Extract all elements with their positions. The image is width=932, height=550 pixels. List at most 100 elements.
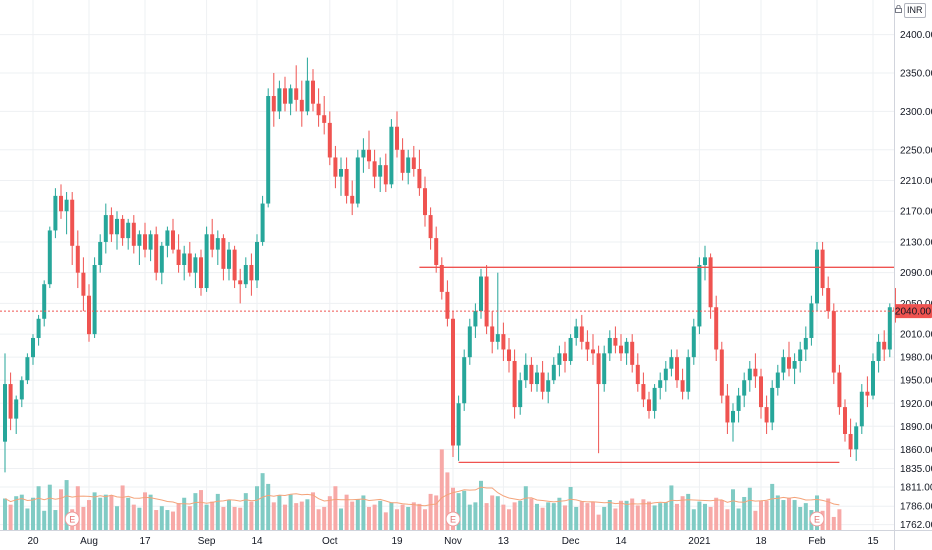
volume-bar [714, 497, 719, 530]
price-tick-label: 1860.00 [900, 445, 932, 456]
volume-bar [591, 501, 595, 530]
volume-bar [87, 500, 91, 530]
price-tick-label: 1950.00 [900, 376, 932, 387]
currency-label[interactable]: INR [904, 3, 926, 18]
candle-body [731, 410, 735, 423]
volume-bar [803, 503, 808, 530]
candle-body [305, 80, 310, 112]
earnings-marker [64, 511, 80, 527]
volume-bar [137, 507, 142, 530]
candle-body [423, 188, 427, 216]
volume-bar [635, 505, 640, 530]
volume-bar [288, 494, 293, 530]
candle-body [467, 326, 472, 358]
candle-body [3, 384, 7, 442]
volume-bar [585, 503, 590, 530]
volume-bar [775, 495, 780, 530]
volume-bar [467, 504, 472, 530]
volume-bar [215, 493, 220, 530]
candle-body [843, 407, 847, 434]
volume-bar [451, 487, 455, 530]
earnings-marker [809, 511, 825, 527]
candle-body [876, 341, 881, 362]
candle-body [19, 380, 24, 400]
candle-body [131, 222, 136, 246]
candle-body [322, 115, 327, 123]
volume-bar [227, 500, 231, 530]
time-tick-label: Sep [198, 536, 216, 547]
volume-bar [378, 500, 383, 530]
volume-bar [759, 500, 763, 530]
candle-body [165, 230, 170, 246]
candle-body [266, 96, 271, 204]
volume-bar [187, 506, 192, 530]
volume-bar [383, 512, 388, 530]
volume-bar [92, 492, 97, 530]
volume-bar [322, 506, 327, 530]
volume-bar [652, 505, 657, 530]
candle-body [764, 407, 769, 423]
volume-bar [417, 503, 422, 530]
candle-body [585, 341, 590, 350]
volume-bar [395, 509, 399, 530]
price-axis[interactable]: 2400.00 2350.00 2300.00 2250.00 2210.00 2170.… [900, 30, 932, 531]
candle-body [109, 215, 114, 235]
candle-body [546, 380, 551, 392]
price-tick-label: 2090.00 [900, 268, 932, 279]
volume-bar [311, 492, 315, 530]
candle-body [803, 337, 808, 350]
candle-body [473, 311, 478, 327]
volume-bar [479, 480, 483, 530]
candle-body [210, 234, 215, 250]
candle-body [658, 380, 663, 388]
candle-body [613, 337, 618, 346]
candle-body [725, 395, 730, 423]
volume-bar [579, 501, 584, 530]
price-tick-label: 1835.00 [900, 464, 932, 475]
candle-body [619, 345, 623, 354]
volume-bar [686, 493, 691, 530]
price-tick-label: 1980.00 [900, 353, 932, 364]
candle-body [781, 357, 786, 373]
candle-body [316, 103, 321, 116]
candle-body [445, 291, 450, 319]
candle-body [31, 337, 35, 358]
candle-body [523, 364, 528, 381]
horizontal-levels[interactable] [419, 266, 894, 464]
volume-bar [736, 508, 741, 530]
candle-body [120, 218, 125, 239]
volume-bar [19, 494, 24, 530]
volume-bar [697, 501, 702, 530]
time-tick-label: Nov [444, 536, 462, 547]
candle-body [775, 372, 780, 388]
volume-bar [255, 486, 259, 530]
grid [0, 0, 894, 530]
volume-bar [327, 496, 332, 530]
candle-body [759, 376, 763, 408]
volume-bar [663, 502, 668, 530]
candle-body [770, 387, 775, 423]
volume-bar [3, 498, 7, 530]
candle-body [333, 157, 338, 177]
volume-bar [708, 506, 713, 530]
time-axis[interactable]: 20 Aug 17 Sep 14 Oct 19 Nov 13 Dec 14 2021 18 Feb 15 [27, 536, 879, 547]
current-price-label: 2040.00 [895, 304, 932, 319]
lock-icon[interactable] [895, 5, 902, 13]
candle-body [484, 276, 489, 327]
time-tick-label: 14 [251, 536, 263, 547]
volume-bar [176, 503, 181, 530]
time-tick-label: 20 [27, 536, 39, 547]
candle-body [221, 238, 226, 269]
candle-body [529, 364, 534, 385]
volume-bar [36, 486, 41, 530]
time-tick-label: 19 [391, 536, 403, 547]
volume-bar [484, 503, 489, 530]
time-tick-label: Feb [808, 536, 826, 547]
candle-body [507, 349, 511, 362]
candle-body [848, 433, 853, 450]
candle-body [36, 318, 41, 338]
candle-body [675, 357, 679, 381]
volume-bar [523, 486, 528, 530]
